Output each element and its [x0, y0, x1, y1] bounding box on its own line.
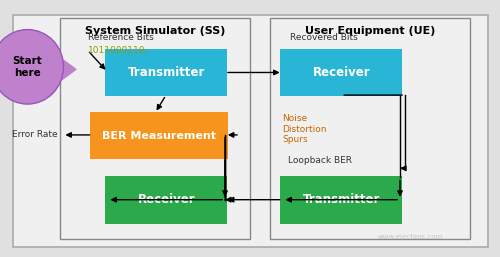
FancyBboxPatch shape	[12, 15, 488, 247]
Text: Error Rate: Error Rate	[12, 130, 58, 140]
Ellipse shape	[0, 30, 64, 104]
Text: User Equipment (UE): User Equipment (UE)	[305, 26, 435, 36]
Text: Receiver: Receiver	[138, 193, 195, 206]
FancyBboxPatch shape	[280, 49, 402, 96]
Text: Recovered Bits: Recovered Bits	[290, 33, 358, 42]
Text: www.elecfans.com: www.elecfans.com	[378, 234, 442, 240]
Text: Noise
Distortion
Spurs: Noise Distortion Spurs	[282, 114, 327, 144]
Text: Reference Bits: Reference Bits	[88, 33, 153, 42]
Text: BER Measurement: BER Measurement	[102, 131, 216, 141]
Polygon shape	[58, 57, 76, 82]
Text: Transmitter: Transmitter	[302, 193, 380, 206]
Text: Loopback BER: Loopback BER	[288, 156, 352, 165]
FancyBboxPatch shape	[105, 176, 228, 224]
FancyBboxPatch shape	[280, 176, 402, 224]
FancyBboxPatch shape	[90, 112, 228, 159]
Text: 1011000110₁: 1011000110₁	[88, 45, 148, 55]
Text: Receiver: Receiver	[312, 66, 370, 79]
Text: System Simulator (SS): System Simulator (SS)	[85, 26, 225, 36]
FancyBboxPatch shape	[105, 49, 228, 96]
Text: Transmitter: Transmitter	[128, 66, 205, 79]
Text: Start
here: Start here	[12, 56, 42, 78]
